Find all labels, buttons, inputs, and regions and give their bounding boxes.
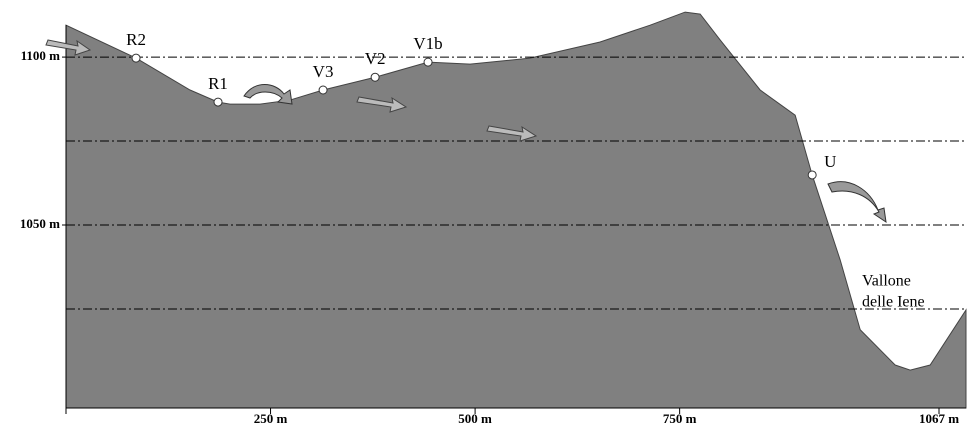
annotation: Vallone (862, 273, 911, 290)
flow-arrow (356, 96, 408, 113)
site-marker (318, 85, 328, 95)
flow-arrow (486, 125, 538, 142)
site-marker (807, 170, 817, 180)
x-tick-label: 500 m (458, 411, 492, 426)
site-marker (423, 57, 433, 67)
site-marker (213, 97, 223, 107)
site-label: V3 (313, 62, 334, 81)
plot: 1100 m 1050 m 250 m 500 m 750 m 1067 m R2 R1 V3 V… (20, 11, 967, 426)
x-tick-label: 750 m (663, 411, 697, 426)
terrain (65, 11, 967, 409)
x-tick-label: 1067 m (919, 411, 959, 426)
site-label: R2 (126, 30, 146, 49)
eddy-arrow (243, 84, 293, 105)
flow-arrow (45, 39, 92, 56)
arrows (45, 39, 887, 224)
y-tick-label: 1100 m (21, 48, 61, 63)
site-label: U (824, 152, 836, 171)
eddy-arrow (827, 181, 887, 224)
annotation: delle Iene (862, 294, 925, 311)
x-tick-label: 250 m (254, 411, 288, 426)
site-label: R1 (208, 74, 228, 93)
site-label: V2 (365, 49, 386, 68)
y-tick-label: 1050 m (20, 216, 60, 231)
site-marker (370, 72, 380, 82)
site-label: V1b (413, 34, 442, 53)
site-marker (131, 53, 141, 63)
